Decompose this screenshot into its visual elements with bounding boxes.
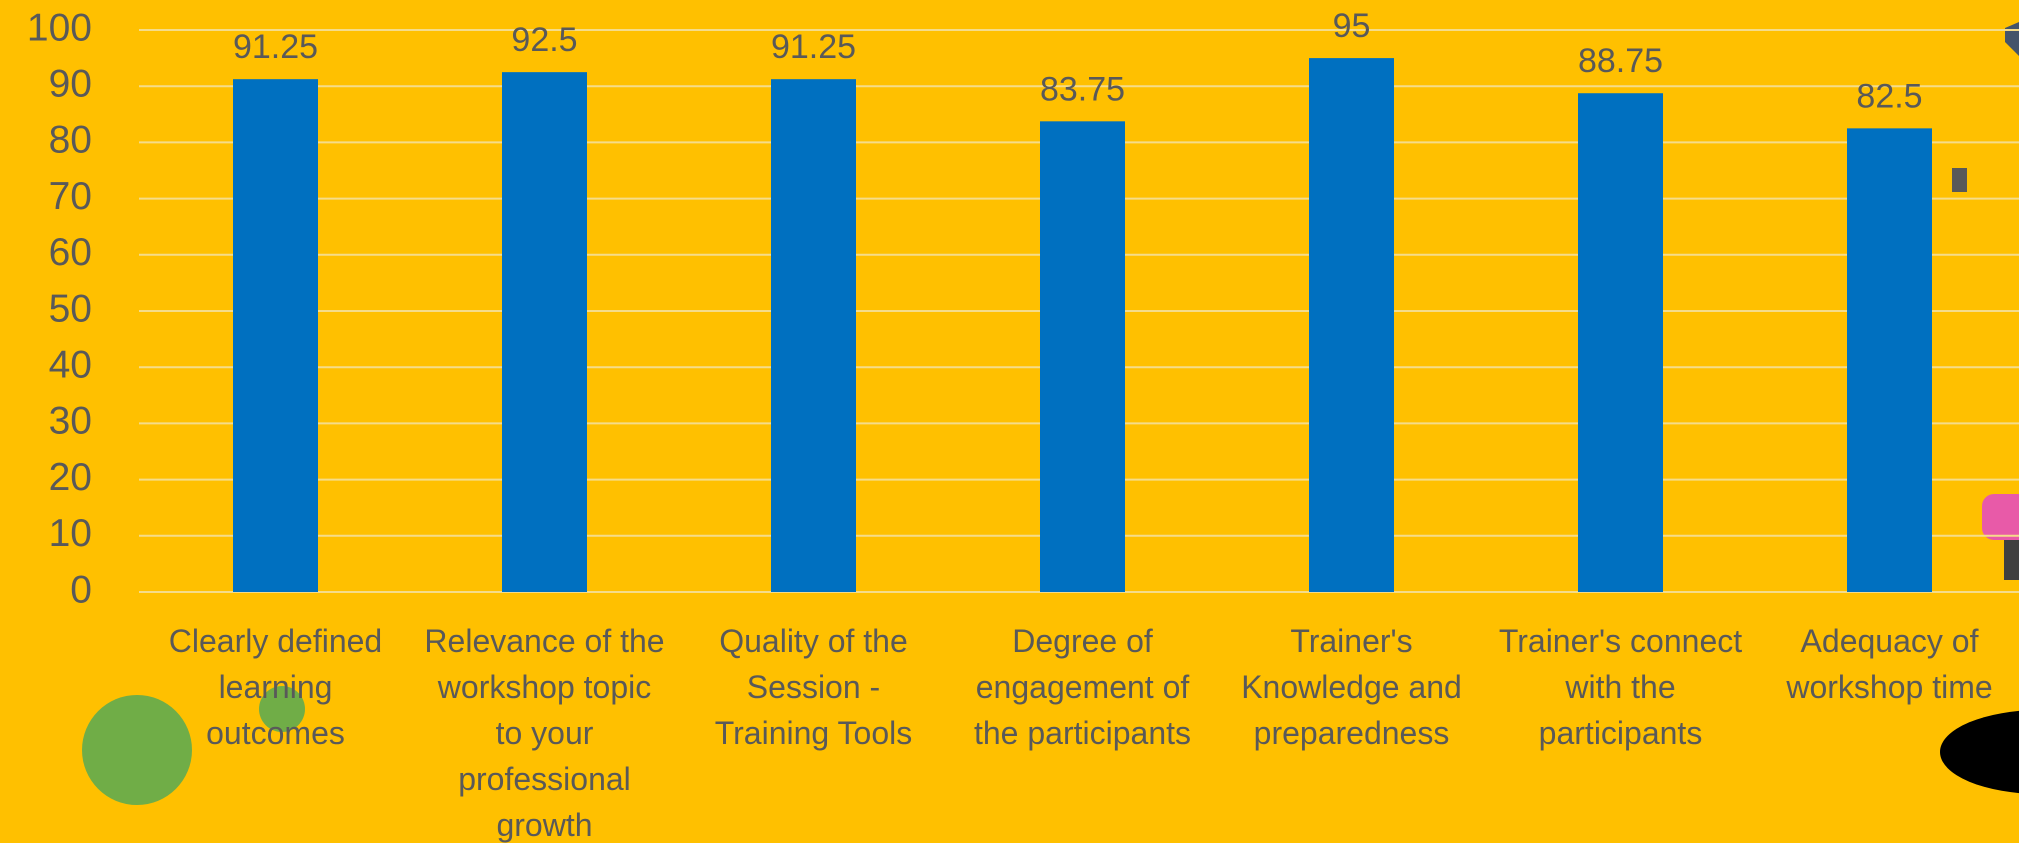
x-tick-label: Degree of engagement of the participants [961, 618, 1205, 756]
page: 0 10 20 30 40 50 60 70 80 90 100 91.25 92.5 91.25 83.7… [0, 0, 2019, 843]
decor-shape [2005, 22, 2019, 56]
x-tick-label: Trainer's connect with the participants [1499, 618, 1743, 756]
y-tick-label: 60 [49, 231, 92, 274]
value-label: 95 [1333, 7, 1371, 45]
value-label: 91.25 [771, 28, 856, 66]
bar [1040, 121, 1125, 592]
bar [1309, 58, 1394, 592]
y-tick-label: 10 [49, 512, 92, 555]
y-tick-label: 30 [49, 400, 92, 443]
x-tick-label: Adequacy of workshop time [1768, 618, 2012, 710]
value-label: 82.5 [1856, 77, 1922, 115]
y-tick-label: 70 [49, 175, 92, 218]
x-tick-label: Clearly defined learning outcomes [154, 618, 398, 756]
y-tick-label: 80 [49, 119, 92, 162]
y-tick-label: 20 [49, 456, 92, 499]
x-tick-label: Relevance of the workshop topic to your … [423, 618, 667, 843]
bar [233, 79, 318, 592]
value-label: 88.75 [1578, 42, 1663, 80]
bar [771, 79, 856, 592]
y-tick-label: 50 [49, 287, 92, 330]
value-label: 83.75 [1040, 70, 1125, 108]
bar [1847, 128, 1932, 592]
y-tick-label: 100 [27, 6, 92, 49]
x-tick-label: Trainer's Knowledge and preparedness [1230, 618, 1474, 756]
bar [1578, 93, 1663, 592]
decor-shape [1952, 168, 1967, 192]
decor-shape [2004, 540, 2019, 580]
bar [502, 72, 587, 592]
value-label: 91.25 [233, 28, 318, 66]
y-tick-label: 90 [49, 62, 92, 105]
y-tick-label: 40 [49, 343, 92, 386]
decor-shape [1982, 494, 2019, 540]
y-tick-label: 0 [70, 568, 92, 611]
decor-ellipse [1940, 710, 2019, 794]
value-label: 92.5 [511, 21, 577, 59]
x-tick-label: Quality of the Session - Training Tools [692, 618, 936, 756]
